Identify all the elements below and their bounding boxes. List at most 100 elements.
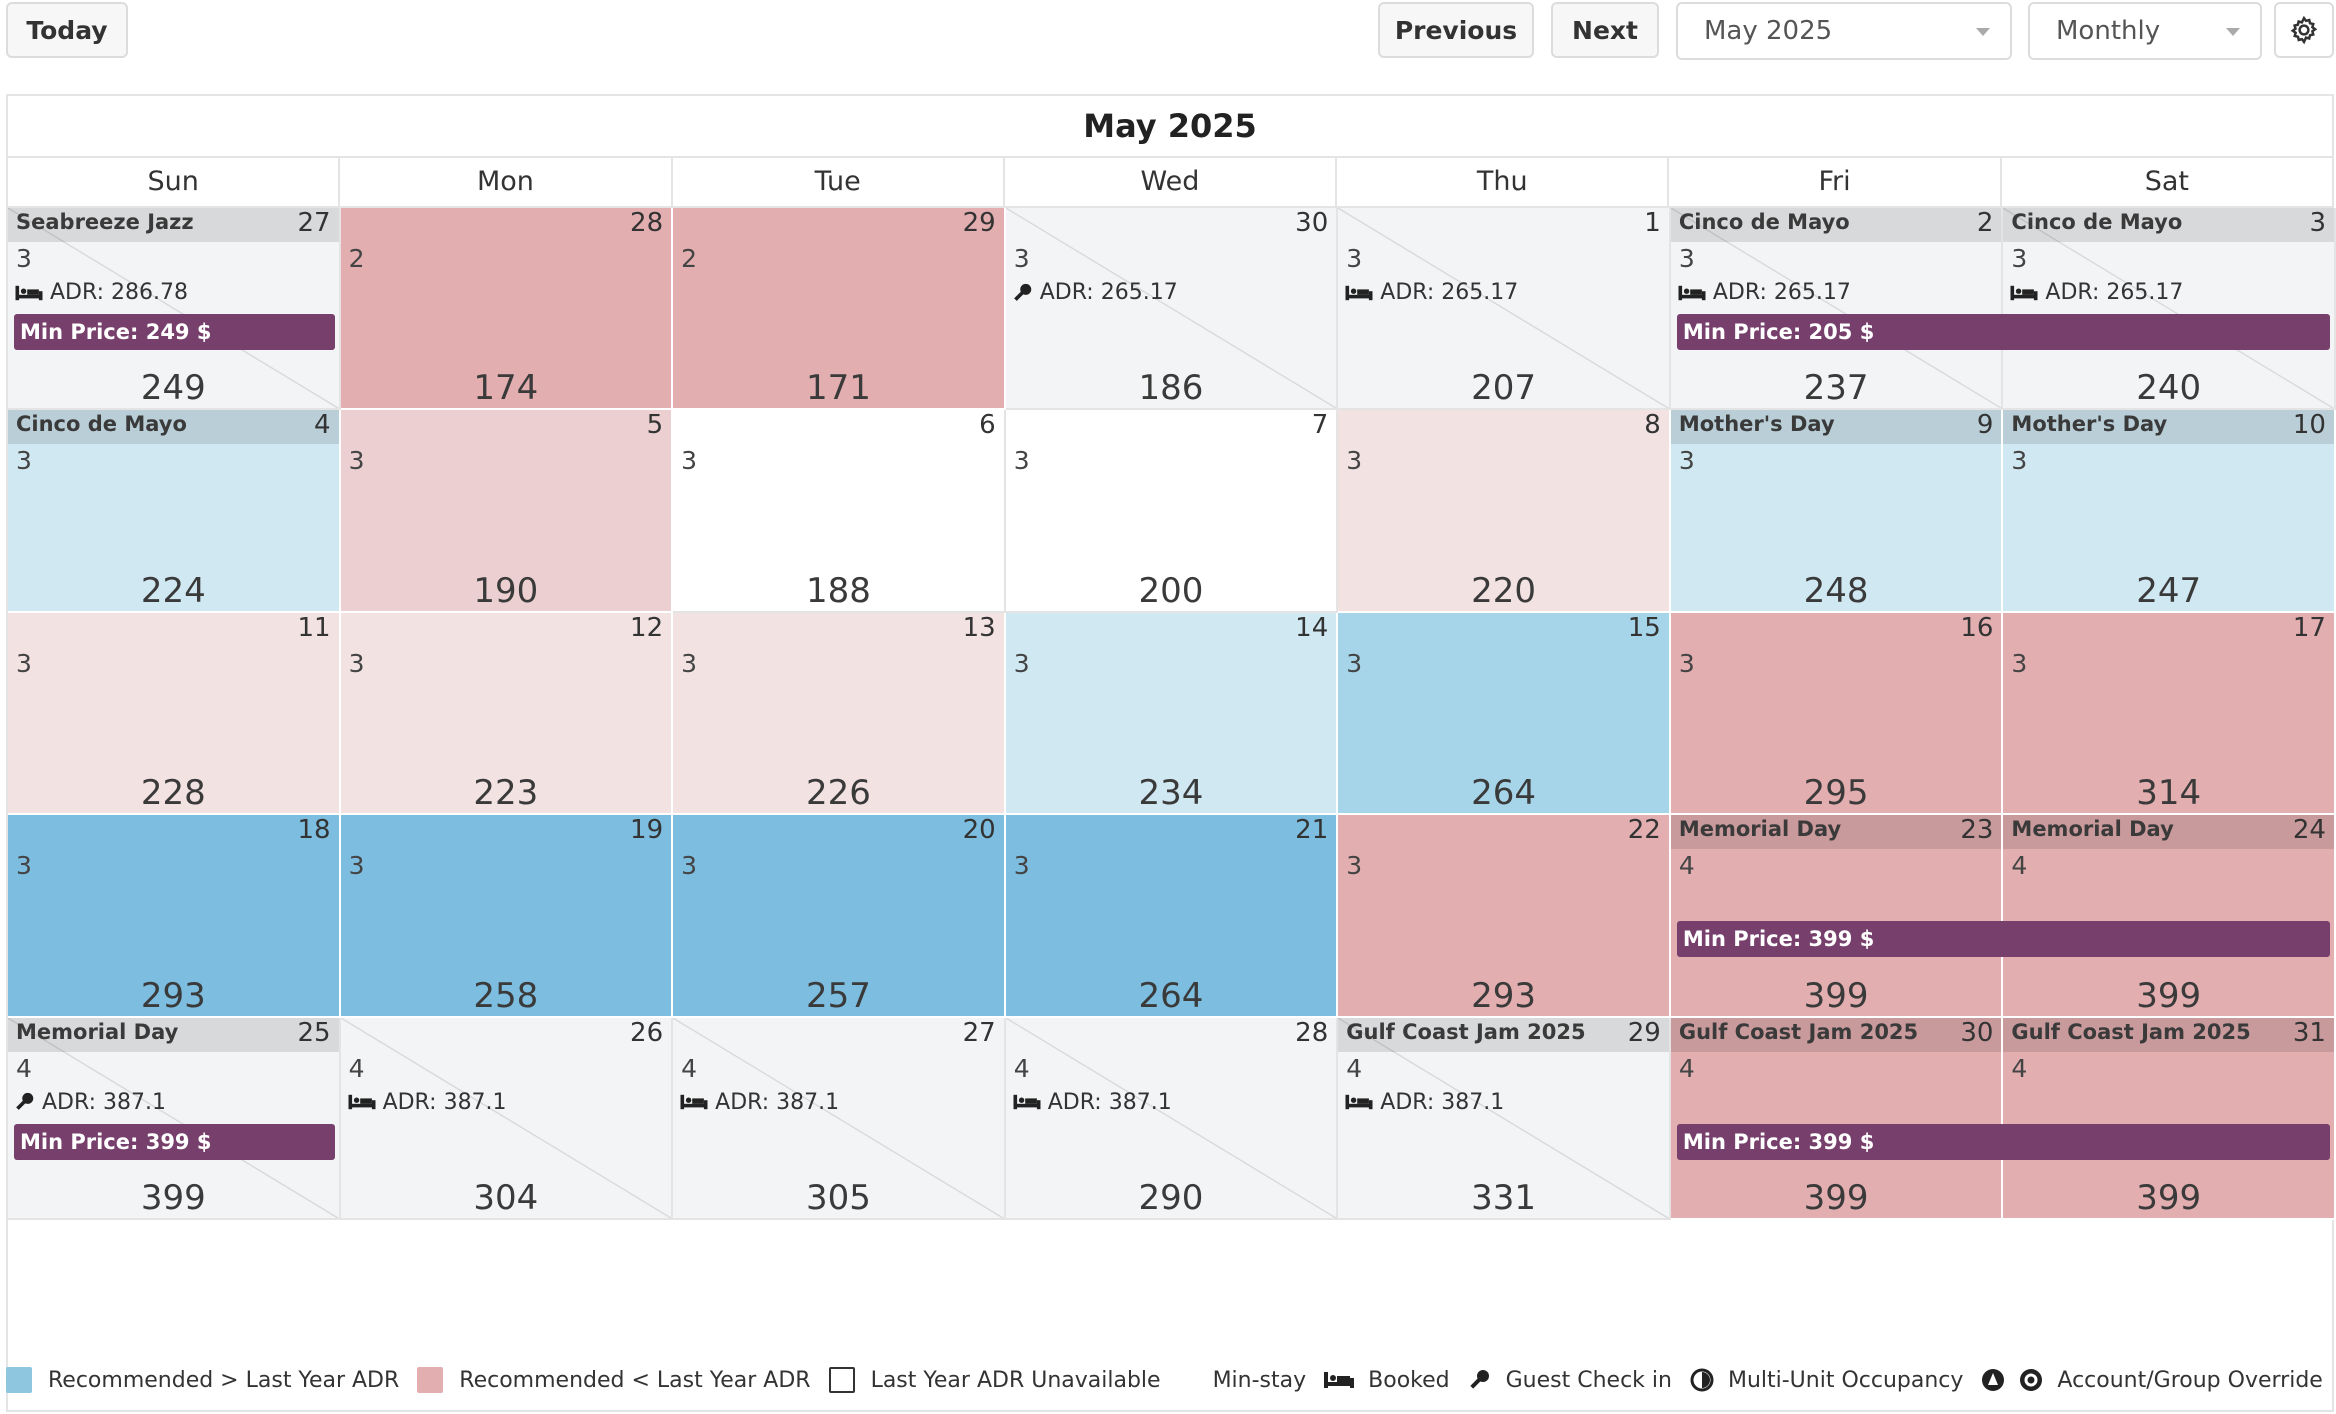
- calendar-day-cell[interactable]: 28 4 ADR: 387.1 290: [1005, 1017, 1339, 1220]
- calendar-day-cell[interactable]: 13 3 226: [673, 612, 1006, 816]
- day-header: 12: [341, 613, 672, 647]
- adr-value: ADR: 387.1: [42, 1089, 166, 1115]
- moon-icon: [1034, 244, 1052, 273]
- recommended-price: 293: [140, 975, 206, 1016]
- min-price-bar[interactable]: Min Price: 249 $: [14, 314, 335, 350]
- day-header: 1: [1338, 208, 1669, 242]
- day-header: Cinco de Mayo 3: [2003, 208, 2334, 242]
- next-button[interactable]: Next: [1551, 2, 1659, 58]
- legend-label: Account/Group Override: [2057, 1367, 2323, 1393]
- calendar-day-cell[interactable]: Seabreeze Jazz 27 3 ADR: 286.78 249: [8, 208, 341, 411]
- day-header: Cinco de Mayo 2: [1670, 208, 2002, 242]
- calendar-day-cell[interactable]: Memorial Day 24 4 399: [2003, 815, 2336, 1018]
- moon-icon: [701, 446, 719, 475]
- min-price-bar[interactable]: Min Price: 205 $: [1676, 314, 2330, 350]
- day-number: 15: [1627, 612, 1661, 643]
- min-stay: 3: [1014, 851, 1052, 880]
- bed-icon: [347, 1093, 377, 1111]
- legend-label: Min-stay: [1212, 1367, 1307, 1393]
- day-number: 23: [1960, 815, 1994, 846]
- calendar-day-cell[interactable]: Gulf Coast Jam 2025 29 4 ADR: 387.1 331: [1338, 1017, 1671, 1220]
- legend-label: Last Year ADR Unavailable: [870, 1367, 1161, 1393]
- calendar-day-cell[interactable]: 7 3 200: [1005, 410, 1339, 613]
- calendar-day-cell[interactable]: Cinco de Mayo 3 3 ADR: 265.17 240: [2003, 208, 2336, 411]
- calendar-day-cell[interactable]: 29 2 171: [673, 208, 1006, 411]
- day-header: 6: [673, 410, 1004, 444]
- weekday-label: Sun: [8, 156, 341, 206]
- legend-swatch-blue: [6, 1367, 32, 1393]
- calendar-day-cell[interactable]: 21 3 264: [1005, 815, 1339, 1018]
- calendar-day-cell[interactable]: 28 2 174: [340, 208, 674, 411]
- adr-info: ADR: 387.1: [347, 1090, 507, 1115]
- min-stay: 4: [16, 1054, 54, 1083]
- calendar-day-cell[interactable]: 19 3 258: [340, 815, 674, 1018]
- min-stay-value: 3: [1678, 244, 1695, 273]
- day-number: 1: [1644, 208, 1661, 238]
- recommended-price: 223: [473, 773, 539, 814]
- legend-item: Recommended < Last Year ADR: [417, 1367, 811, 1393]
- previous-button[interactable]: Previous: [1378, 2, 1534, 58]
- calendar-day-cell[interactable]: 22 3 293: [1338, 815, 1671, 1018]
- calendar-day-cell[interactable]: 12 3 223: [340, 612, 674, 816]
- calendar-day-cell[interactable]: 15 3 264: [1338, 612, 1671, 816]
- min-stay: 4: [349, 1054, 387, 1083]
- calendar-day-cell[interactable]: 1 3 ADR: 265.17 207: [1338, 208, 1671, 411]
- min-stay: 4: [2011, 851, 2049, 880]
- calendar-day-cell[interactable]: 16 3 295: [1670, 612, 2004, 816]
- today-button[interactable]: Today: [6, 2, 128, 58]
- calendar-day-cell[interactable]: 5 3 190: [340, 410, 674, 613]
- calendar-day-cell[interactable]: 11 3 228: [8, 612, 341, 816]
- moon-icon: [1366, 446, 1384, 475]
- day-header: Memorial Day 24: [2003, 815, 2334, 850]
- view-select[interactable]: Monthly: [2028, 2, 2262, 60]
- min-price-bar[interactable]: Min Price: 399 $: [1676, 921, 2330, 958]
- calendar-day-cell[interactable]: Gulf Coast Jam 2025 30 4 399: [1670, 1017, 2004, 1220]
- calendar-day-cell[interactable]: Memorial Day 23 4 399: [1670, 815, 2004, 1018]
- weekday-label: Fri: [1669, 156, 2002, 206]
- calendar-day-cell[interactable]: 6 3 188: [673, 410, 1006, 613]
- min-stay-value: 3: [681, 446, 698, 476]
- min-stay-value: 4: [2011, 851, 2028, 881]
- calendar-day-cell[interactable]: Cinco de Mayo 4 3 224: [8, 410, 341, 613]
- day-number: 31: [2292, 1017, 2326, 1048]
- calendar-day-cell[interactable]: 17 3 314: [2003, 612, 2336, 816]
- min-price-bar[interactable]: Min Price: 399 $: [14, 1123, 335, 1160]
- calendar-day-cell[interactable]: 30 3 ADR: 265.17 186: [1005, 208, 1339, 411]
- day-header: 16: [1671, 613, 2002, 647]
- day-number: 30: [1295, 208, 1329, 238]
- calendar-day-cell[interactable]: 18 3 293: [8, 815, 341, 1018]
- calendar-day-cell[interactable]: 8 3 220: [1338, 410, 1671, 613]
- calendar-day-cell[interactable]: Mother's Day 10 3 247: [2003, 410, 2336, 613]
- day-header: 29: [673, 208, 1004, 242]
- calendar-day-cell[interactable]: Gulf Coast Jam 2025 31 4 399: [2003, 1017, 2336, 1220]
- day-number: 5: [646, 410, 664, 441]
- calendar-day-cell[interactable]: Cinco de Mayo 2 3 ADR: 265.17 237: [1670, 208, 2004, 411]
- min-stay-value: 3: [1346, 446, 1363, 476]
- calendar-day-cell[interactable]: Memorial Day 25 4 ADR: 387.1 399: [8, 1017, 341, 1220]
- min-stay-value: 3: [1346, 851, 1363, 881]
- calendar-day-cell[interactable]: 27 4 ADR: 387.1 305: [673, 1017, 1006, 1220]
- calendar-day-cell[interactable]: 14 3 234: [1005, 612, 1339, 816]
- recommended-price: 295: [1803, 773, 1869, 814]
- moon-icon: [1699, 446, 1717, 475]
- min-stay: 3: [1014, 244, 1052, 273]
- recommended-price: 200: [1138, 570, 1204, 611]
- adr-value: ADR: 387.1: [715, 1089, 840, 1115]
- settings-button[interactable]: [2274, 2, 2334, 58]
- calendar-day-cell[interactable]: 26 4 ADR: 387.1 304: [340, 1017, 674, 1220]
- day-number: 27: [297, 208, 331, 238]
- min-stay-value: 4: [1346, 1053, 1363, 1083]
- min-stay-value: 3: [16, 446, 32, 476]
- day-header: 5: [341, 410, 672, 444]
- recommended-price: 171: [805, 368, 871, 409]
- month-select[interactable]: May 2025: [1676, 2, 2012, 60]
- min-stay: 4: [2011, 1054, 2049, 1083]
- calendar-day-cell[interactable]: 20 3 257: [673, 815, 1006, 1018]
- min-stay-value: 4: [1013, 1053, 1030, 1083]
- min-stay: 3: [16, 649, 54, 678]
- recommended-price: 228: [140, 773, 206, 814]
- day-number: 29: [1627, 1017, 1661, 1048]
- calendar-day-cell[interactable]: Mother's Day 9 3 248: [1670, 410, 2004, 613]
- recommended-price: 237: [1803, 368, 1869, 409]
- min-price-bar[interactable]: Min Price: 399 $: [1676, 1123, 2330, 1160]
